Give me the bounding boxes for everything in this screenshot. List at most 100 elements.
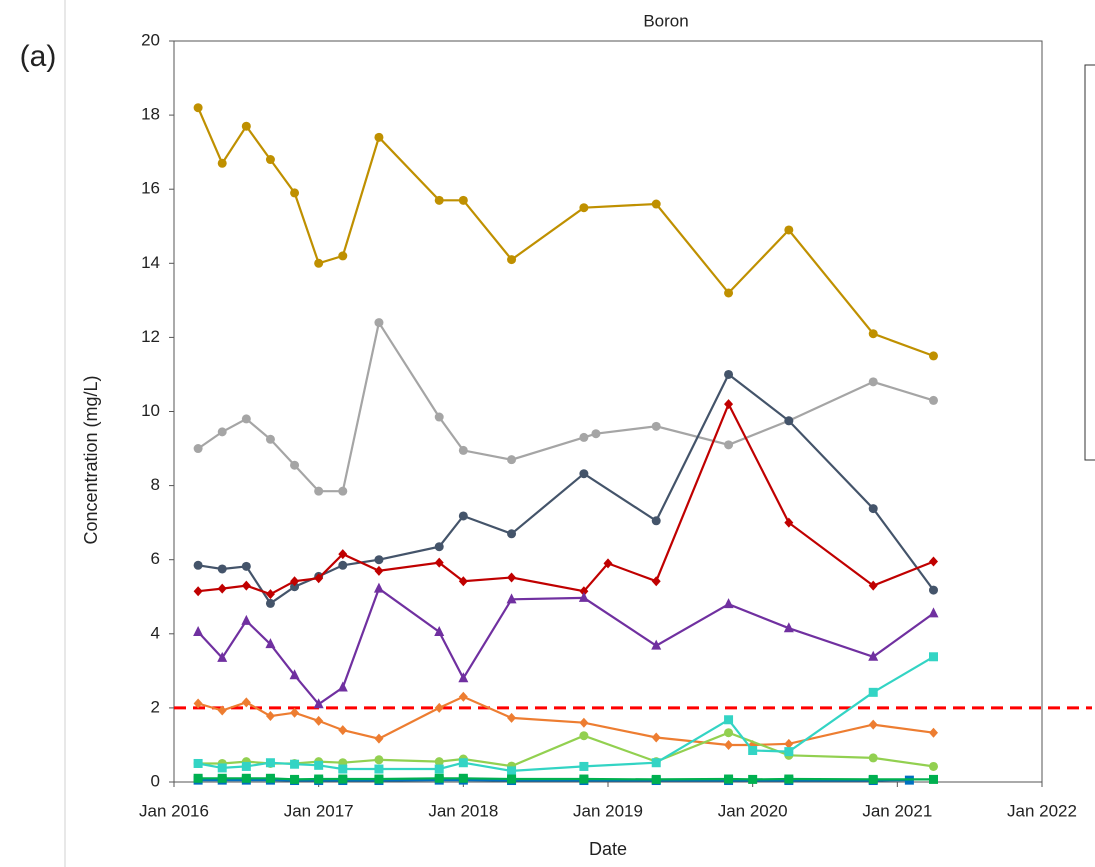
data-point (193, 625, 204, 636)
data-point (724, 399, 734, 410)
x-tick-label: Jan 2022 (1007, 801, 1077, 820)
data-point (241, 697, 251, 708)
data-point (374, 318, 384, 328)
y-tick-label: 14 (141, 253, 160, 272)
data-point (374, 733, 384, 744)
data-point (434, 625, 445, 636)
data-point (290, 582, 300, 592)
x-tick-label: Jan 2017 (284, 801, 354, 820)
data-point (241, 561, 251, 571)
data-point (314, 573, 324, 584)
data-point (724, 739, 734, 750)
data-point (338, 764, 348, 774)
data-point (374, 555, 384, 565)
chart-title: Boron (643, 11, 688, 30)
data-point (434, 557, 444, 568)
data-point (265, 711, 275, 722)
data-point (290, 460, 300, 470)
data-point (265, 155, 275, 165)
data-point (784, 517, 794, 528)
data-point (193, 444, 203, 454)
data-point (217, 705, 227, 716)
data-point (579, 432, 589, 442)
data-point (373, 582, 384, 593)
data-point (507, 455, 517, 465)
data-point (868, 580, 878, 591)
data-point (314, 486, 324, 496)
data-point (241, 773, 251, 783)
data-point (290, 774, 300, 784)
data-point (241, 414, 251, 424)
data-point (458, 195, 468, 205)
data-point (651, 421, 661, 431)
panel-label: (a) (20, 40, 57, 73)
data-point (217, 158, 227, 168)
data-point (290, 188, 300, 198)
data-point (651, 758, 661, 768)
series-line (197, 319, 934, 493)
data-point (374, 774, 384, 784)
x-tick-label: Jan 2018 (428, 801, 498, 820)
series-line (198, 731, 934, 768)
data-point (338, 560, 348, 570)
data-point (507, 572, 517, 583)
data-point (929, 351, 938, 361)
y-tick-label: 12 (141, 327, 160, 346)
data-point (651, 774, 661, 784)
data-point (217, 427, 227, 437)
data-point (458, 691, 468, 702)
data-point (374, 755, 384, 765)
legend-box (1084, 64, 1095, 461)
x-axis-label: Date (589, 839, 627, 859)
data-point (217, 651, 228, 662)
data-point (265, 773, 275, 783)
data-point (193, 698, 203, 709)
y-axis-label: Concentration (mg/L) (81, 375, 101, 544)
data-point (579, 731, 589, 741)
series-line (197, 586, 935, 706)
data-point (929, 395, 938, 405)
data-point (338, 549, 348, 560)
data-point (507, 529, 517, 539)
data-point (265, 434, 275, 444)
data-point (784, 225, 794, 235)
data-point (314, 760, 324, 770)
data-point (724, 288, 734, 298)
data-point (724, 440, 734, 450)
series-line (197, 401, 934, 596)
data-point (578, 591, 589, 602)
series-line (197, 107, 934, 357)
data-point (579, 203, 589, 213)
data-point (928, 607, 939, 618)
data-point (337, 681, 348, 692)
data-point (290, 759, 300, 769)
data-point (929, 774, 938, 784)
data-point (434, 195, 444, 205)
data-point (651, 199, 661, 209)
data-point (289, 669, 300, 680)
series-line (197, 372, 935, 605)
series-line (197, 655, 935, 773)
data-point (579, 469, 589, 479)
data-point (929, 727, 938, 738)
data-point (868, 329, 878, 339)
data-point (193, 758, 203, 768)
data-point (579, 761, 589, 771)
data-point (374, 565, 384, 576)
data-point (784, 747, 794, 757)
data-point (241, 614, 252, 625)
y-tick-label: 8 (151, 475, 160, 494)
data-point (929, 761, 938, 771)
data-point (338, 725, 348, 736)
data-point (193, 103, 203, 113)
data-point (868, 650, 879, 661)
data-point (338, 251, 348, 261)
data-point (241, 121, 251, 131)
y-tick-label: 2 (151, 697, 160, 716)
y-tick-label: 20 (141, 30, 160, 49)
data-point (434, 412, 444, 422)
data-point (241, 580, 251, 591)
data-point (434, 773, 444, 783)
data-point (929, 556, 938, 567)
data-point (193, 586, 203, 597)
